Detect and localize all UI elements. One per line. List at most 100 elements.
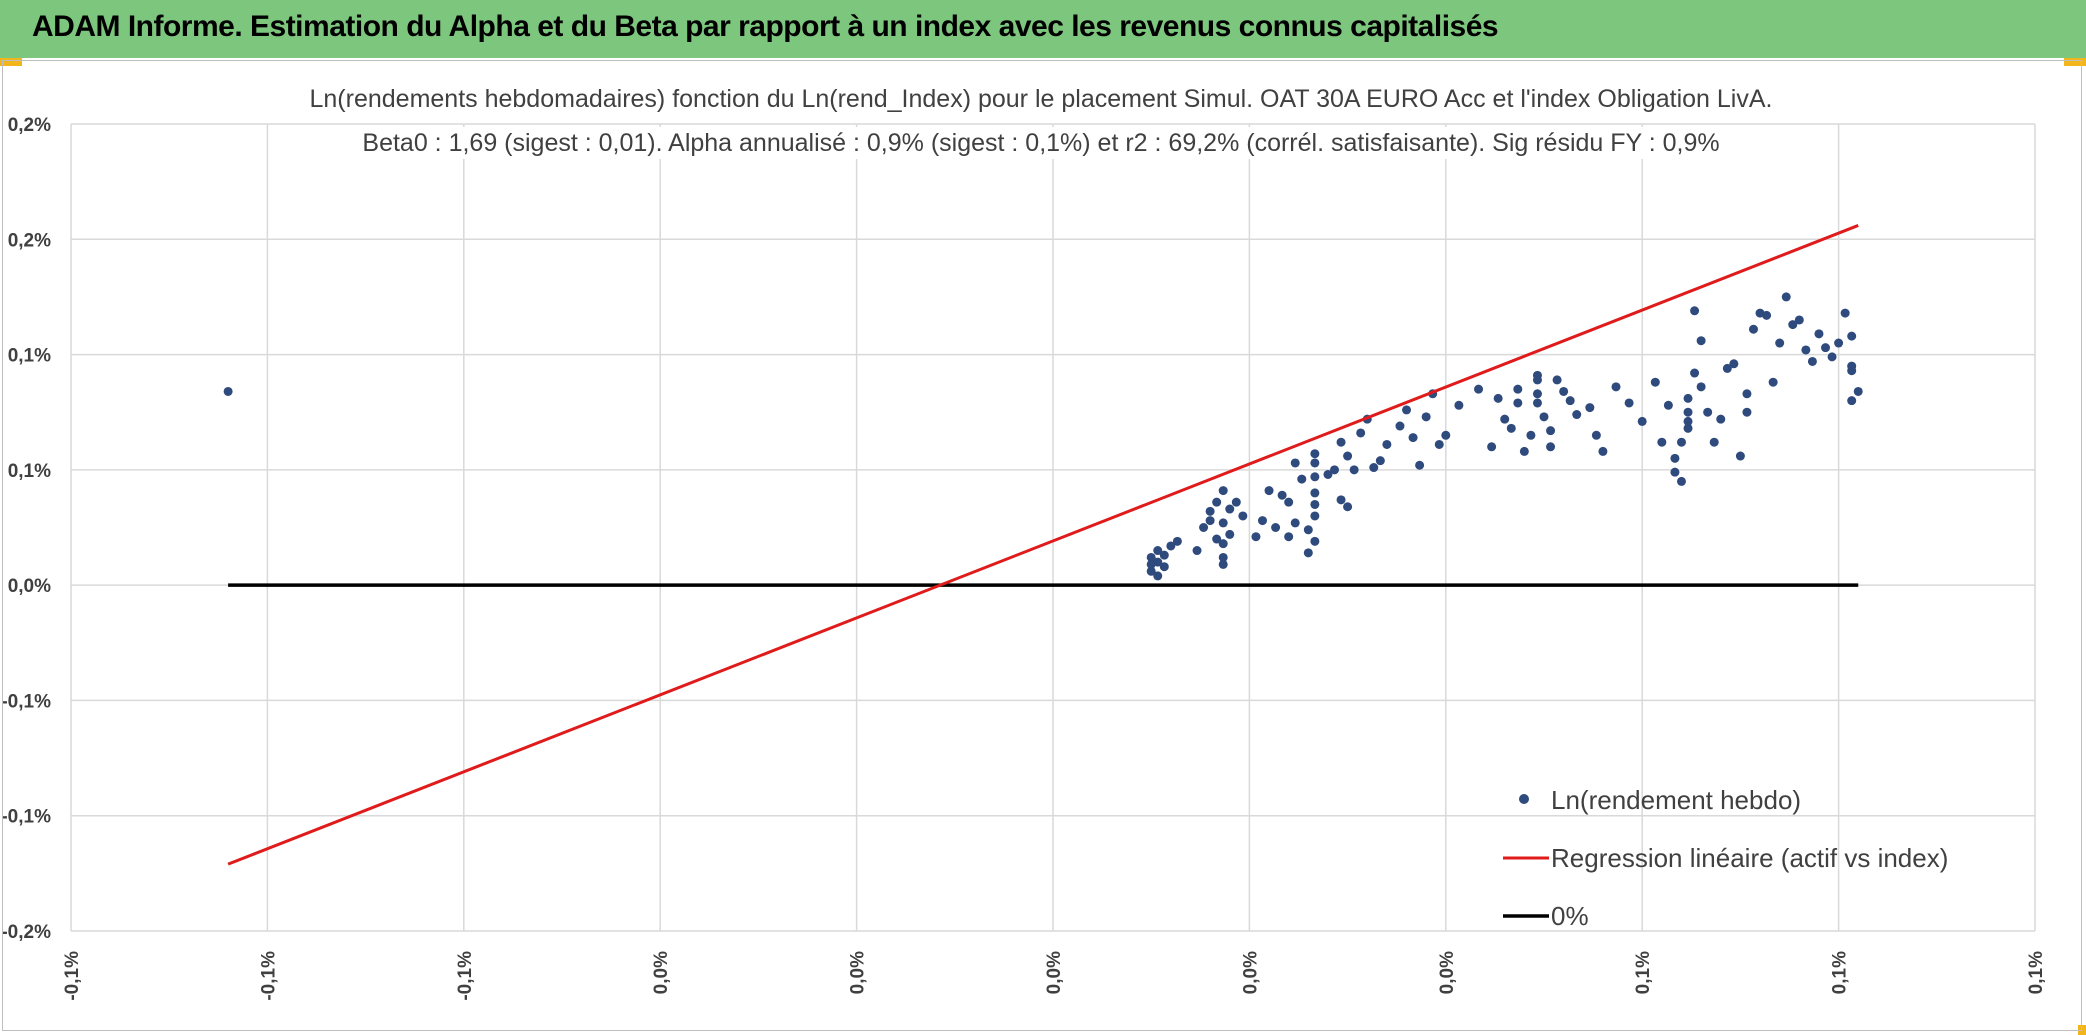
title-background (303, 83, 1779, 115)
data-point (1349, 465, 1359, 475)
chart-title-line-2: Beta0 : 1,69 (sigest : 0,01). Alpha annu… (362, 129, 1719, 157)
data-point (1716, 414, 1726, 424)
data-point (1303, 548, 1313, 558)
data-point (1146, 552, 1156, 562)
data-point (1729, 359, 1739, 369)
data-point (1565, 396, 1575, 406)
chart-title-line-1: Ln(rendements hebdomadaires) fonction du… (310, 85, 1773, 113)
data-point (1676, 437, 1686, 447)
y-tick-label: 0,0% (8, 576, 51, 597)
resize-handle-top-right[interactable] (2064, 58, 2086, 66)
data-point (1402, 405, 1412, 415)
data-point (1676, 476, 1686, 486)
data-point (1794, 315, 1804, 325)
data-point (1225, 529, 1235, 539)
data-point (1683, 416, 1693, 426)
y-tick-label: 0,2% (8, 230, 51, 251)
x-tick-label: 0,1% (2026, 951, 2047, 994)
regression-line (227, 224, 1859, 866)
data-point (1847, 361, 1857, 371)
data-point (1775, 338, 1785, 348)
data-point (1395, 421, 1405, 431)
data-point (1683, 423, 1693, 433)
title-bar: ADAM Informe. Estimation du Alpha et du … (0, 0, 2086, 58)
data-point (1310, 511, 1320, 521)
data-point (1454, 400, 1464, 410)
data-point (1591, 430, 1601, 440)
data-point (1277, 490, 1287, 500)
data-point (1722, 363, 1732, 373)
data-point (1735, 451, 1745, 461)
data-point (1271, 523, 1281, 532)
data-point (1847, 331, 1857, 341)
chart-frame[interactable]: Ln(rendements hebdomadaires) fonction du… (2, 60, 2082, 1031)
data-point (1330, 465, 1340, 475)
data-point (1552, 375, 1562, 385)
data-point (1284, 532, 1294, 542)
data-point (1310, 458, 1320, 468)
data-point (1238, 511, 1248, 521)
data-point (1526, 430, 1536, 440)
data-point (1356, 428, 1366, 438)
data-point (1172, 536, 1182, 546)
data-point (1546, 442, 1556, 452)
y-tick-label: -0,1% (3, 691, 51, 712)
data-point (1212, 497, 1222, 507)
data-point (1847, 396, 1857, 406)
data-point (1742, 389, 1752, 399)
data-point (1624, 398, 1634, 408)
x-tick-label: -0,1% (62, 951, 83, 1001)
x-tick-label: 0,0% (651, 951, 672, 994)
data-point (1598, 446, 1608, 456)
y-tick-label: 0,1% (8, 461, 51, 482)
y-tick-label: -0,1% (3, 807, 51, 828)
data-point (1487, 442, 1497, 452)
resize-handle-top-left[interactable] (0, 58, 22, 66)
data-point (1159, 562, 1169, 572)
data-point (1611, 382, 1621, 392)
data-point (1532, 398, 1542, 408)
data-point (1690, 368, 1700, 378)
data-point (1703, 407, 1713, 417)
data-point (1807, 356, 1817, 366)
data-point (1519, 446, 1529, 456)
data-point (1218, 552, 1228, 562)
data-point (1742, 407, 1752, 417)
data-point (1369, 463, 1379, 473)
data-point (1343, 502, 1353, 512)
data-point (1310, 536, 1320, 546)
data-point (1532, 389, 1542, 399)
data-point (1559, 386, 1569, 396)
chart-legend: Ln(rendement hebdo) Regression linéaire … (1503, 785, 1948, 931)
legend-label-regression: Regression linéaire (actif vs index) (1551, 843, 1948, 873)
data-point (1264, 486, 1274, 496)
data-point (1814, 329, 1824, 339)
data-point (1166, 541, 1176, 551)
data-point (1421, 412, 1431, 422)
data-point (1310, 472, 1320, 482)
data-point (1696, 382, 1706, 392)
data-point (1663, 400, 1673, 410)
data-point (223, 386, 233, 396)
data-point (1853, 386, 1863, 396)
data-point (1290, 518, 1300, 528)
resize-handle-bottom-right[interactable] (2078, 1025, 2086, 1035)
data-point (1290, 458, 1300, 468)
data-point (1434, 439, 1444, 449)
data-point (1382, 439, 1392, 449)
data-point (1532, 370, 1542, 380)
data-point (1218, 518, 1228, 528)
data-point (1310, 449, 1320, 459)
data-points (223, 292, 1863, 581)
data-point (1637, 416, 1647, 426)
data-point (1696, 336, 1706, 346)
report-title: ADAM Informe. Estimation du Alpha et du … (32, 10, 1499, 43)
data-point (1827, 352, 1837, 362)
data-point (1218, 559, 1228, 569)
data-point (1153, 557, 1163, 567)
data-point (1323, 469, 1333, 479)
data-point (1310, 488, 1320, 498)
data-point (1670, 453, 1680, 463)
data-point (1153, 546, 1163, 556)
data-point (1408, 433, 1418, 443)
